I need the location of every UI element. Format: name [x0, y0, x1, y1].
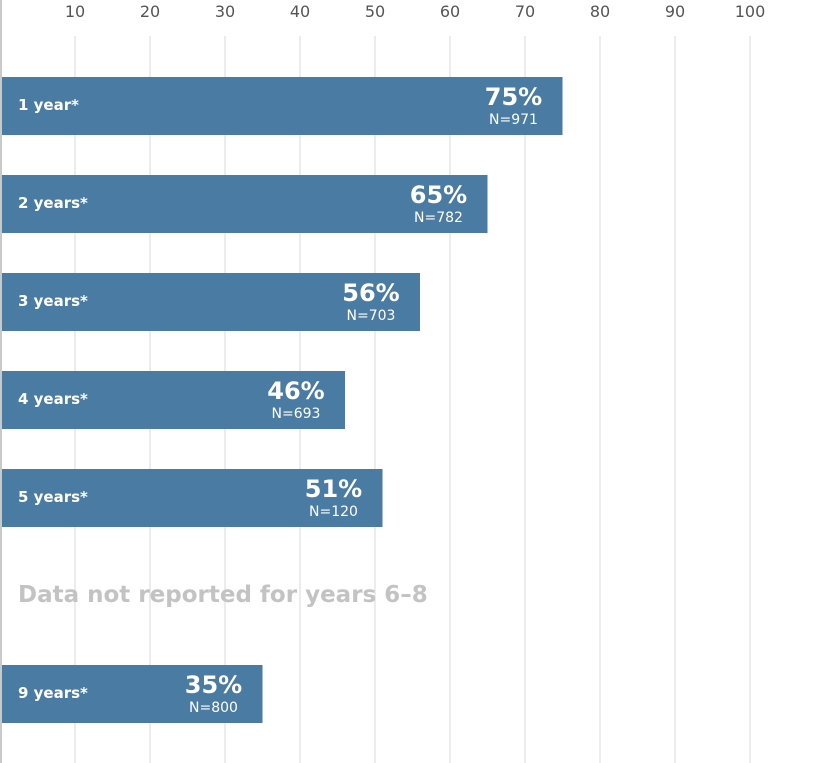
value-label: 65%: [410, 181, 467, 209]
x-tick-label: 100: [735, 2, 766, 21]
bars: 1 year* 75%N=971 2 years* 65%N=782 3 years* 5…: [2, 77, 563, 723]
sample-size-label: N=782: [414, 210, 463, 226]
value-label: 75%: [485, 83, 542, 111]
value-label: 51%: [305, 475, 362, 503]
value-label: 46%: [267, 377, 324, 405]
x-tick-label: 60: [440, 2, 460, 21]
value-label: 56%: [342, 279, 399, 307]
x-tick-label: 40: [290, 2, 310, 21]
category-label: 4 years*: [18, 390, 88, 408]
x-tick-label: 30: [215, 2, 235, 21]
bar: [2, 469, 383, 527]
value-label: 35%: [185, 671, 242, 699]
x-tick-label: 20: [140, 2, 160, 21]
bar: [2, 273, 420, 331]
sample-size-label: N=971: [489, 112, 538, 128]
sample-size-label: N=703: [347, 308, 396, 324]
bar-group: 3 years* 56%N=703: [2, 273, 420, 331]
bar-group: 5 years* 51%N=120: [2, 469, 383, 527]
bar: [2, 371, 345, 429]
bar-group: 2 years* 65%N=782: [2, 175, 488, 233]
grid-lines: [74, 36, 751, 763]
bar-group: 9 years* 35%N=800: [2, 665, 263, 723]
x-tick-label: 50: [365, 2, 385, 21]
bar: [2, 77, 563, 135]
missing-data-note: Data not reported for years 6–8: [18, 582, 428, 608]
bar: [2, 175, 488, 233]
category-label: 3 years*: [18, 292, 88, 310]
category-label: 1 year*: [18, 96, 79, 114]
category-label: 9 years*: [18, 684, 88, 702]
x-tick-label: 80: [590, 2, 610, 21]
category-label: 5 years*: [18, 488, 88, 506]
bar-group: 1 year* 75%N=971: [2, 77, 563, 135]
sample-size-label: N=693: [272, 406, 321, 422]
bar-group: 4 years* 46%N=693: [2, 371, 345, 429]
bar: [2, 665, 263, 723]
x-tick-label: 70: [515, 2, 535, 21]
sample-size-label: N=120: [309, 504, 358, 520]
category-label: 2 years*: [18, 194, 88, 212]
x-axis-ticks: 10 20 30 40 50 60 70 80 90 100: [65, 2, 765, 21]
x-tick-label: 10: [65, 2, 85, 21]
x-tick-label: 90: [665, 2, 685, 21]
sample-size-label: N=800: [189, 700, 238, 716]
